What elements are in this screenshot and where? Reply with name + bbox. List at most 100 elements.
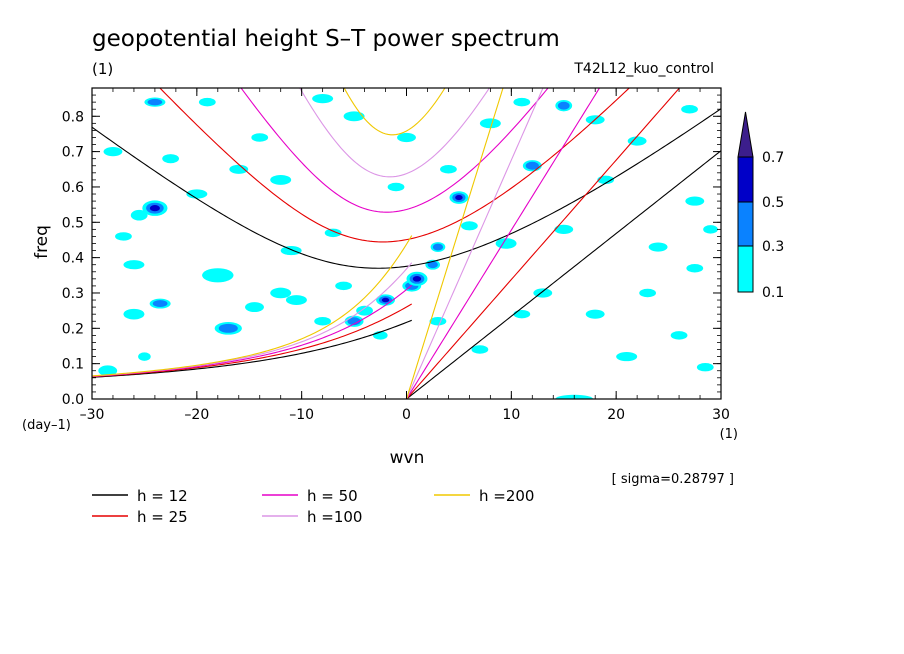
power-contour-8-0: [245, 302, 264, 313]
power-contour-12-1: [347, 317, 361, 326]
colorbar: 0.1 0.3 0.5 0.7: [737, 111, 784, 301]
y-tick-label: 0.8: [62, 109, 84, 125]
x-tick-label: –30: [80, 407, 105, 423]
power-contour-55-0: [554, 224, 574, 234]
colorbar-segment-2: [737, 156, 754, 203]
colorbar-level-label: 0.1: [762, 285, 784, 301]
curve-kelvin-0: [406, 150, 721, 399]
colorbar-level-label: 0.3: [762, 239, 784, 255]
power-contour-18-1: [427, 261, 438, 269]
legend-label-4: h =200: [479, 487, 534, 505]
units-label: (1): [92, 60, 113, 78]
curve-mrg-4: [92, 235, 413, 377]
curve-mrg-0: [92, 319, 412, 378]
x-tick-label: 10: [502, 407, 520, 423]
power-contour-60-0: [387, 182, 405, 192]
colorbar-segment-0: [737, 245, 754, 293]
power-contour-4-2: [149, 205, 160, 212]
y-axis-label: freq: [32, 225, 52, 259]
power-contour-1-0: [123, 308, 145, 320]
power-contour-47-0: [123, 260, 145, 270]
power-contour-7-1: [218, 323, 238, 333]
power-contour-33-0: [270, 174, 292, 185]
power-contour-48-0: [186, 189, 208, 199]
y-tick-label: 0.5: [62, 215, 84, 231]
power-contour-43-0: [627, 136, 647, 146]
power-contour-2-0: [138, 352, 151, 361]
power-contour-34-0: [229, 164, 249, 174]
power-contour-35-0: [162, 154, 180, 164]
y-tick-label: 0.0: [62, 392, 84, 408]
chart-title: geopotential height S–T power spectrum: [92, 26, 560, 52]
power-contour-53-0: [471, 345, 489, 354]
power-contour-27-0: [616, 351, 638, 362]
power-contour-61-0: [440, 165, 457, 174]
power-contour-11-0: [314, 317, 332, 326]
legend-label-1: h = 25: [137, 508, 188, 526]
power-contour-59-0: [703, 225, 718, 234]
axes: –30 –20 –10 0 10 20 30 0.0 0.1 0.2 0.3 0.4 0.5 0.6 0.7…: [62, 88, 730, 423]
power-contour-50-0: [335, 281, 352, 291]
legend-label-0: h = 12: [137, 487, 188, 505]
y-unit-label: (day–1): [22, 418, 71, 433]
power-contour-38-0: [312, 94, 334, 104]
power-contour-0-0: [98, 365, 118, 377]
x-axis-label: wvn: [390, 448, 425, 468]
y-tick-label: 0.2: [62, 321, 84, 337]
y-tick-label: 0.7: [62, 145, 84, 161]
power-contour-63-0: [115, 232, 132, 241]
power-contour-57-0: [639, 288, 657, 298]
power-contour-46-1: [147, 98, 163, 106]
curve-kelvin-2: [406, 88, 601, 399]
curve-ig1-1: [159, 88, 631, 243]
legend-label-3: h =100: [307, 508, 362, 526]
dispersion-curves: [92, 88, 721, 399]
power-contour-40-0: [479, 118, 501, 129]
power-contour-10-0: [285, 295, 307, 305]
power-contour-41-0: [513, 97, 531, 107]
curve-kelvin-1: [406, 88, 681, 399]
x-tick-label: –10: [289, 407, 314, 423]
power-contour-17-2: [412, 276, 422, 282]
x-tick-label: 30: [712, 407, 730, 423]
y-tick-label: 0.3: [62, 286, 84, 302]
run-label: T42L12_kuo_control: [573, 61, 714, 77]
power-contour-39-0: [397, 132, 416, 143]
x-tick-label: 20: [607, 407, 625, 423]
power-contour-29-0: [670, 331, 688, 340]
y-tick-label: 0.6: [62, 180, 84, 196]
power-contour-49-0: [280, 245, 302, 256]
colorbar-segment-1: [737, 201, 754, 247]
curve-ig1-0: [92, 108, 721, 269]
power-contour-56-0: [597, 175, 615, 185]
power-contour-14-2: [381, 297, 390, 303]
power-contour-26-0: [585, 309, 605, 319]
y-tick-label: 0.1: [62, 357, 84, 373]
colorbar-arrow: [737, 111, 754, 158]
power-contour-3-1: [152, 300, 168, 308]
x-unit-label: (1): [720, 427, 738, 442]
power-contour-22-0: [495, 238, 517, 249]
legend-label-2: h = 50: [307, 487, 358, 505]
curve-mrg-1: [92, 303, 413, 378]
power-contour-20-2: [455, 195, 463, 201]
power-contour-21-0: [461, 221, 478, 231]
curve-ig1-4: [343, 88, 446, 136]
x-tick-label: 0: [402, 407, 411, 423]
power-contour-19-1: [432, 243, 444, 251]
colorbar-level-label: 0.5: [762, 195, 784, 211]
x-tick-label: –20: [184, 407, 209, 423]
colorbar-level-label: 0.7: [762, 150, 784, 166]
power-contour-13-0: [356, 305, 373, 316]
curve-ig1-2: [240, 88, 549, 213]
power-contour-6-0: [202, 268, 234, 283]
power-contour-30-0: [685, 196, 705, 206]
power-contour-31-0: [696, 362, 714, 372]
legend: h = 12 h = 25 h = 50 h =100 h =200: [92, 487, 534, 526]
power-contour-23-1: [525, 161, 539, 170]
power-contour-51-0: [324, 228, 342, 238]
power-contour-5-0: [130, 209, 148, 221]
power-contour-45-0: [198, 97, 216, 107]
y-tick-label: 0.4: [62, 251, 84, 267]
